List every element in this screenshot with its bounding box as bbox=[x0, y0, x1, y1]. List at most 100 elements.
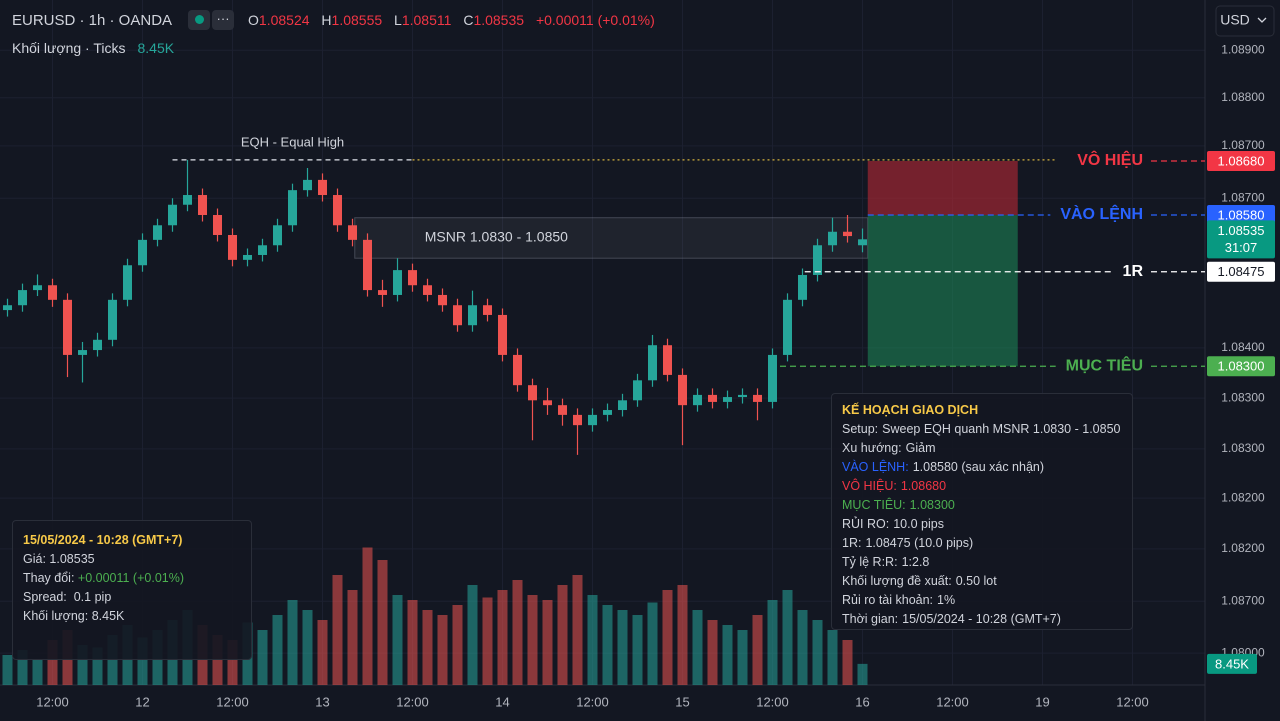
plan-row: MỤC TIÊU: 1.08300 bbox=[842, 496, 1132, 515]
candle-body bbox=[393, 270, 402, 295]
candle-body bbox=[678, 374, 687, 406]
currency-button[interactable] bbox=[1215, 5, 1275, 37]
x-tick-label: 16 bbox=[855, 694, 869, 709]
candle-body bbox=[228, 234, 237, 260]
volume-bar bbox=[752, 615, 763, 685]
volume-bar bbox=[467, 585, 478, 685]
volume-title[interactable]: Khối lượng · Ticks bbox=[12, 40, 126, 56]
candle-body bbox=[723, 397, 732, 402]
volume-bar bbox=[47, 640, 58, 685]
candle-body bbox=[48, 285, 57, 300]
candle-body bbox=[828, 231, 837, 246]
volume-bar bbox=[377, 560, 388, 685]
candle-body bbox=[513, 354, 522, 386]
volume-bar bbox=[827, 630, 838, 685]
candle-body bbox=[753, 394, 762, 402]
volume-bar bbox=[707, 620, 718, 685]
volume-bar bbox=[812, 620, 823, 685]
plan-value: 1.08475 (10.0 pips) bbox=[865, 536, 974, 550]
volume-bar bbox=[842, 640, 853, 685]
plan-value: 10.0 pips bbox=[893, 517, 944, 531]
candle-body bbox=[138, 239, 147, 266]
candle-body bbox=[438, 294, 447, 306]
candle-body bbox=[738, 394, 747, 398]
candle-body bbox=[843, 231, 852, 237]
ohlc-value: 1.08511 bbox=[401, 12, 452, 28]
candle-body bbox=[543, 400, 552, 406]
volume-bar bbox=[452, 605, 463, 685]
ohlc-key: L bbox=[394, 12, 402, 28]
candle-body bbox=[153, 225, 162, 240]
volume-bar bbox=[212, 635, 223, 685]
plan-row: VÀO LỆNH: 1.08580 (sau xác nhận) bbox=[842, 458, 1132, 477]
candle-body bbox=[618, 400, 627, 411]
info-row: Giá: 1.08535 bbox=[23, 550, 251, 569]
candle-body bbox=[498, 314, 507, 355]
y-tick-label: 1.08200 bbox=[1221, 490, 1265, 504]
volume-bar bbox=[32, 660, 43, 685]
info-row: Thay đổi: +0.00011 (+0.01%) bbox=[23, 569, 251, 588]
volume-bar bbox=[137, 637, 148, 685]
y-tick-label: 1.08700 bbox=[1221, 138, 1265, 152]
candle-body bbox=[798, 274, 807, 300]
plan-value: 1% bbox=[937, 593, 956, 607]
currency-button-label[interactable]: USD bbox=[1220, 12, 1250, 28]
y-tick-label: 1.08700 bbox=[1221, 593, 1265, 607]
y-tick-label: 1.08800 bbox=[1221, 90, 1265, 104]
candle-body bbox=[558, 405, 567, 415]
price-tag-label: 1.08475 bbox=[1218, 264, 1265, 279]
dropdown-caret bbox=[1257, 17, 1267, 23]
status-button[interactable] bbox=[188, 10, 211, 30]
plan-value: 1.08300 bbox=[909, 498, 955, 512]
candle-body bbox=[63, 299, 72, 355]
plan-value: 15/05/2024 - 10:28 (GMT+7) bbox=[902, 612, 1061, 626]
volume-tag bbox=[1207, 653, 1257, 674]
more-button[interactable]: ··· bbox=[212, 10, 235, 30]
candle-body bbox=[648, 345, 657, 381]
candle-body bbox=[423, 285, 432, 295]
candle-body bbox=[633, 380, 642, 401]
x-tick-label: 12:00 bbox=[216, 694, 249, 709]
y-tick-label: 1.08300 bbox=[1221, 441, 1265, 455]
ohlc-key: O bbox=[248, 12, 259, 28]
x-tick-label: 12:00 bbox=[936, 694, 969, 709]
plan-title: KẾ HOẠCH GIAO DỊCH bbox=[842, 403, 979, 417]
symbol-title[interactable]: EURUSD · 1h · OANDA bbox=[12, 11, 173, 29]
candle-body bbox=[213, 215, 222, 235]
level-label: MỤC TIÊU bbox=[1066, 355, 1143, 374]
candle-body bbox=[3, 305, 12, 311]
volume-bar bbox=[422, 610, 433, 685]
plan-value: 1.08580 (sau xác nhận) bbox=[912, 460, 1045, 474]
volume-bar bbox=[527, 595, 538, 685]
plan-label: Setup: bbox=[842, 422, 879, 436]
candle-body bbox=[363, 239, 372, 291]
volume-bar bbox=[302, 610, 313, 685]
plan-label: 1R: bbox=[842, 536, 862, 550]
candle-body bbox=[708, 394, 717, 402]
price-tag bbox=[1207, 205, 1275, 226]
candle-body bbox=[303, 179, 312, 191]
candle-body bbox=[243, 254, 252, 260]
plan-value: 1.08680 bbox=[900, 479, 947, 493]
info-row: Khối lượng: 8.45K bbox=[23, 607, 251, 626]
price-tag-label: 1.08580 bbox=[1218, 207, 1265, 222]
ohlc-value: 1.08535 bbox=[473, 12, 525, 28]
info-value: +0.00011 (+0.01%) bbox=[77, 571, 185, 585]
info-value: 1.08535 bbox=[49, 552, 95, 566]
last-price-label: 1.08535 bbox=[1218, 223, 1265, 238]
plan-label: RỦI RO: bbox=[842, 517, 890, 531]
volume-bar bbox=[107, 635, 118, 685]
plan-row: VÔ HIỆU: 1.08680 bbox=[842, 477, 1132, 496]
volume-bar bbox=[677, 585, 688, 685]
volume-bar bbox=[92, 647, 103, 685]
price-tag bbox=[1207, 261, 1275, 282]
ohlc-value: 1.08555 bbox=[331, 12, 383, 28]
volume-bar bbox=[797, 610, 808, 685]
x-tick-label: 12:00 bbox=[1116, 694, 1149, 709]
volume-bar bbox=[392, 595, 403, 685]
x-tick-label: 12:00 bbox=[756, 694, 789, 709]
plan-label: Tỷ lệ R:R: bbox=[842, 555, 898, 569]
volume-bar bbox=[497, 590, 508, 685]
candle-body bbox=[378, 290, 387, 295]
